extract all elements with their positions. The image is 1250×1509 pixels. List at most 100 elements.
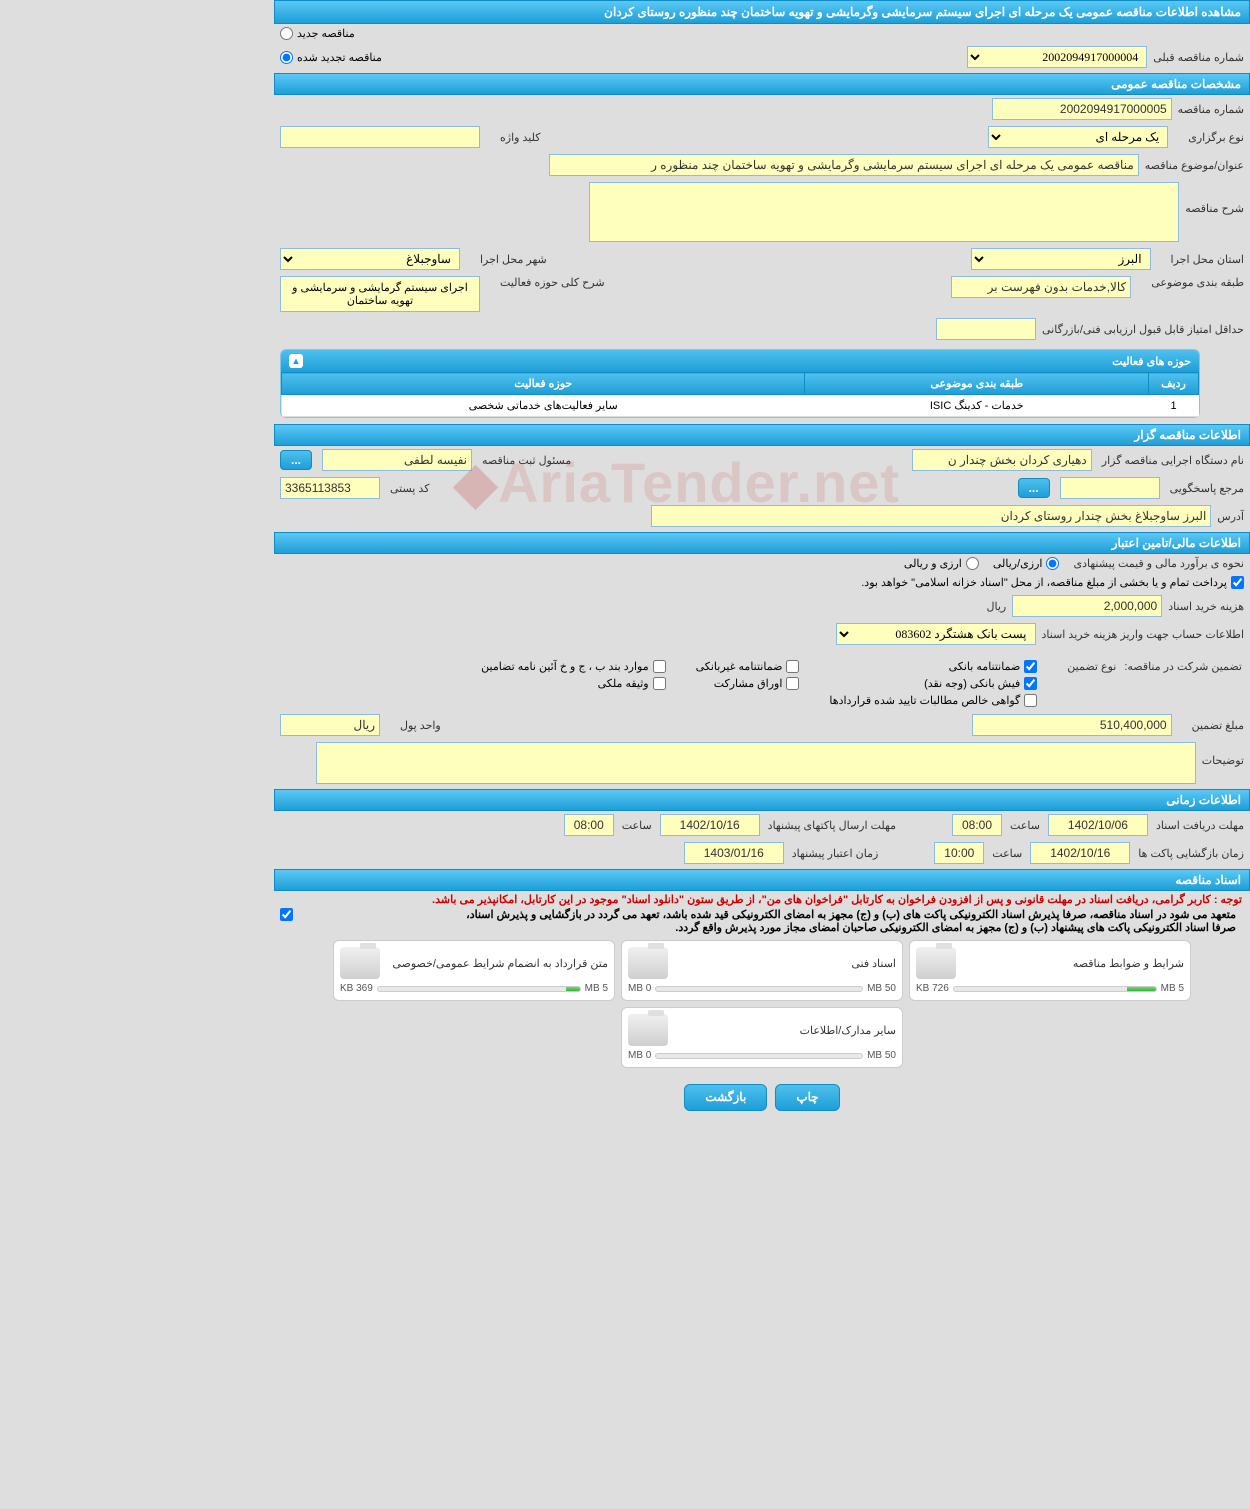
g-receivables-label[interactable]: گواهی خالص مطالبات تایید شده قراردادها — [829, 694, 1037, 707]
g-nonbank-label[interactable]: ضمانتنامه غیربانکی — [696, 660, 800, 673]
prev-number-label: شماره مناقصه قبلی — [1153, 51, 1244, 64]
response-label: مرجع پاسخگویی — [1170, 482, 1244, 495]
unit-field[interactable] — [280, 714, 380, 736]
doc-used: 0 MB — [628, 983, 651, 994]
docs-section-header: اسناد مناقصه — [274, 869, 1250, 891]
doc-total: 50 MB — [867, 1050, 896, 1061]
g-nonbank-checkbox[interactable] — [786, 660, 799, 673]
docs-note-1: متعهد می شود در اسناد مناقصه، صرفا پذیرش… — [297, 908, 1244, 921]
g-clauses-checkbox[interactable] — [653, 660, 666, 673]
print-button[interactable]: چاپ — [775, 1084, 839, 1111]
address-field[interactable] — [651, 505, 1211, 527]
g-bonds-label[interactable]: اوراق مشارکت — [696, 677, 800, 690]
currency-fx-radio[interactable] — [966, 557, 979, 570]
desc-label: شرح مناقصه — [1185, 182, 1244, 215]
currency-rial-radio[interactable] — [1046, 557, 1059, 570]
tender-number-field[interactable] — [992, 98, 1172, 120]
estimate-label: نحوه ی برآورد مالی و قیمت پیشنهادی — [1073, 557, 1244, 570]
renewed-tender-radio-label[interactable]: مناقصه تجدید شده — [280, 51, 382, 64]
general-section-header: مشخصات مناقصه عمومی — [274, 73, 1250, 95]
open-time-label: ساعت — [992, 847, 1022, 860]
guarantee-amount-field[interactable] — [972, 714, 1172, 736]
account-select[interactable]: پست بانک هشتگرد 083602 — [836, 623, 1036, 645]
guarantee-amount-label: مبلغ تضمین — [1192, 719, 1244, 732]
docs-note-red: توجه : کاربر گرامی، دریافت اسناد در مهلت… — [274, 891, 1250, 908]
city-select[interactable]: ساوجبلاغ — [280, 248, 460, 270]
validity-date-field[interactable] — [684, 842, 784, 864]
organizer-section-header: اطلاعات مناقصه گزار — [274, 424, 1250, 446]
province-select[interactable]: البرز — [971, 248, 1151, 270]
account-label: اطلاعات حساب جهت واریز هزینه خرید اسناد — [1042, 628, 1244, 641]
response-field[interactable] — [1060, 477, 1160, 499]
doc-card[interactable]: سایر مدارک/اطلاعات 50 MB 0 MB — [621, 1007, 903, 1068]
rial-unit-label: ریال — [986, 600, 1006, 613]
renewed-tender-radio[interactable] — [280, 51, 293, 64]
send-time-label: ساعت — [622, 819, 652, 832]
g-bank-label[interactable]: ضمانتنامه بانکی — [829, 660, 1037, 673]
docs-grid: شرایط و ضوابط مناقصه 5 MB 726 KB اسناد ف… — [274, 934, 1250, 1074]
back-button[interactable]: بازگشت — [684, 1084, 767, 1111]
g-bank-checkbox[interactable] — [1024, 660, 1037, 673]
g-bonds-checkbox[interactable] — [786, 677, 799, 690]
open-label: زمان بازگشایی پاکت ها — [1138, 847, 1244, 860]
cost-label: هزینه خرید اسناد — [1168, 600, 1244, 613]
tender-number-label: شماره مناقصه — [1178, 103, 1244, 116]
folder-icon — [628, 1014, 668, 1046]
receive-date-field[interactable] — [1048, 814, 1148, 836]
progress-bar — [377, 986, 581, 992]
col-row-header: ردیف — [1149, 373, 1199, 395]
activities-panel-title: حوزه های فعالیت — [1112, 355, 1191, 368]
new-tender-radio[interactable] — [280, 27, 293, 40]
doc-title: شرایط و ضوابط مناقصه — [962, 957, 1184, 970]
explain-label: توضیحات — [1202, 742, 1244, 767]
treasury-checkbox[interactable] — [1231, 576, 1244, 589]
explain-textarea[interactable] — [316, 742, 1196, 784]
registrar-field[interactable] — [322, 449, 472, 471]
cost-field[interactable] — [1012, 595, 1162, 617]
response-more-button[interactable]: ... — [1018, 478, 1050, 498]
send-time-field[interactable] — [564, 814, 614, 836]
table-row: 1 خدمات - کدینگ ISIC سایر فعالیت‌های خدم… — [282, 395, 1199, 417]
org-field[interactable] — [912, 449, 1092, 471]
docs-agree-checkbox[interactable] — [280, 908, 293, 921]
doc-card[interactable]: اسناد فنی 50 MB 0 MB — [621, 940, 903, 1001]
doc-used: 0 MB — [628, 1050, 651, 1061]
more-button[interactable]: ... — [280, 450, 312, 470]
g-property-checkbox[interactable] — [653, 677, 666, 690]
subject-field[interactable] — [549, 154, 1139, 176]
g-cash-checkbox[interactable] — [1024, 677, 1037, 690]
doc-total: 5 MB — [1161, 983, 1184, 994]
open-date-field[interactable] — [1030, 842, 1130, 864]
doc-card[interactable]: متن قرارداد به انضمام شرایط عمومی/خصوصی … — [333, 940, 615, 1001]
open-time-field[interactable] — [934, 842, 984, 864]
doc-total: 5 MB — [585, 983, 608, 994]
category-field[interactable] — [951, 276, 1131, 298]
city-label: شهر محل اجرا — [480, 253, 547, 266]
currency-fx-label[interactable]: ارزی و ریالی — [904, 557, 979, 570]
desc-textarea[interactable] — [589, 182, 1179, 242]
doc-card[interactable]: شرایط و ضوابط مناقصه 5 MB 726 KB — [909, 940, 1191, 1001]
guarantee-section-label: تضمین شرکت در مناقصه: — [1124, 660, 1242, 707]
min-score-field[interactable] — [936, 318, 1036, 340]
g-cash-label[interactable]: فیش بانکی (وجه نقد) — [829, 677, 1037, 690]
send-date-field[interactable] — [660, 814, 760, 836]
org-label: نام دستگاه اجرایی مناقصه گزار — [1102, 454, 1244, 467]
prev-number-select[interactable]: 2002094917000004 — [967, 46, 1147, 68]
receive-time-field[interactable] — [952, 814, 1002, 836]
treasury-check-label[interactable]: پرداخت تمام و یا بخشی از مبلغ مناقصه، از… — [861, 576, 1244, 589]
progress-bar — [953, 986, 1157, 992]
receive-time-label: ساعت — [1010, 819, 1040, 832]
postal-field[interactable] — [280, 477, 380, 499]
financial-section-header: اطلاعات مالی/تامین اعتبار — [274, 532, 1250, 554]
g-clauses-label[interactable]: موارد بند ب ، ج و خ آئین نامه تضامین — [481, 660, 665, 673]
send-label: مهلت ارسال پاکتهای پیشنهاد — [768, 819, 896, 832]
g-property-label[interactable]: وثیقه ملکی — [481, 677, 665, 690]
keyword-field[interactable] — [280, 126, 480, 148]
timing-section-header: اطلاعات زمانی — [274, 789, 1250, 811]
g-receivables-checkbox[interactable] — [1024, 694, 1037, 707]
panel-collapse-icon[interactable]: ▴ — [289, 354, 303, 368]
currency-rial-label[interactable]: ارزی/ریالی — [993, 557, 1060, 570]
new-tender-radio-label[interactable]: مناقصه جدید — [280, 27, 355, 40]
activities-table: ردیف طبقه بندی موضوعی حوزه فعالیت 1 خدما… — [281, 372, 1199, 417]
type-select[interactable]: یک مرحله ای — [988, 126, 1168, 148]
